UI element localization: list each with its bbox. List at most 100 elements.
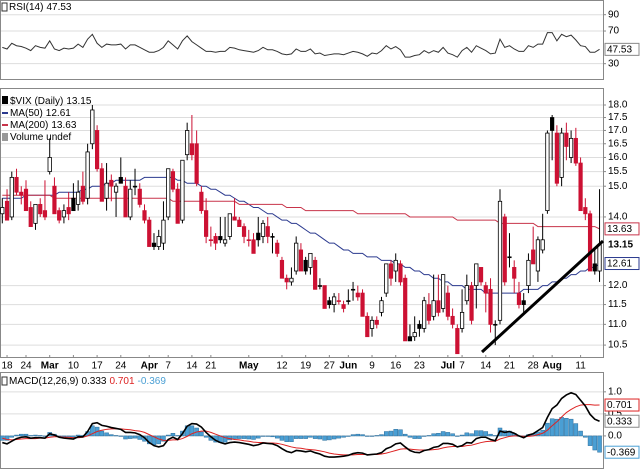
histogram-bar: [483, 431, 489, 437]
candle-body: [474, 263, 479, 287]
histogram-bar: [312, 435, 318, 439]
candle-body: [256, 232, 261, 241]
legend-name: MA(50): [10, 108, 43, 119]
histogram-value: -0.369: [138, 376, 167, 387]
candle-body: [583, 207, 588, 215]
x-tick-label: 23: [414, 361, 426, 372]
candle-body: [331, 296, 337, 305]
candle-body: [185, 130, 190, 156]
histogram-bar: [379, 434, 384, 437]
histogram-bar: [175, 435, 180, 437]
candle-body: [123, 185, 128, 218]
x-tick-label: Apr: [141, 361, 158, 372]
candle-body: [403, 277, 408, 342]
candle-body: [33, 203, 38, 224]
candle-body: [284, 277, 289, 283]
histogram-bar: [28, 435, 33, 437]
histogram-bar: [421, 435, 427, 437]
candle-body: [194, 143, 199, 184]
candle-body: [19, 191, 24, 196]
candle-body: [61, 210, 67, 218]
x-tick-label: 9: [369, 361, 375, 372]
legend-value: 13.63: [51, 120, 76, 131]
candle-body: [208, 239, 213, 241]
x-tick-label: 24: [20, 361, 32, 372]
candle-body: [246, 239, 251, 241]
candle-body: [132, 185, 138, 188]
candle-body: [322, 285, 327, 309]
histogram-bar: [222, 435, 228, 443]
histogram-bar: [4, 435, 10, 441]
candle-body: [554, 132, 559, 184]
histogram-bar: [23, 433, 29, 437]
legend-name: MA(200): [10, 120, 48, 131]
macd-line: [2, 391, 600, 458]
y-tick-label: 90: [608, 9, 620, 20]
x-tick-label: 14: [480, 361, 492, 372]
x-tick-label: 10: [68, 361, 80, 372]
candle-body: [170, 171, 176, 190]
x-tick-label: 21: [205, 361, 217, 372]
candle-body: [218, 236, 223, 241]
y-tick-label: 70: [608, 26, 620, 37]
candle-body: [289, 277, 294, 283]
panel-legend: RSI(14) 47.53: [9, 2, 72, 13]
histogram-bar: [478, 430, 484, 437]
candle-body: [99, 168, 104, 202]
y-tick-label: 0.5: [608, 409, 622, 420]
candle-body: [42, 210, 48, 218]
candle-body: [14, 176, 19, 193]
histogram-bar: [9, 435, 15, 438]
candle-body: [80, 185, 85, 202]
histogram-bar: [284, 435, 289, 442]
candle-body: [213, 236, 218, 244]
candle-body: [156, 236, 161, 247]
histogram-bar: [0, 435, 5, 441]
candle-body: [550, 117, 555, 131]
candle-body: [327, 300, 332, 305]
histogram-bar: [369, 435, 375, 437]
candle-body: [341, 304, 346, 309]
candle-body: [180, 159, 185, 221]
histogram-bar: [303, 435, 308, 439]
candle-body: [587, 213, 593, 272]
panel-frame: [0, 88, 604, 358]
candle-body: [308, 252, 313, 268]
histogram-bar: [322, 435, 327, 441]
candle-body: [298, 249, 304, 272]
candle-body: [379, 300, 384, 313]
histogram-bar: [568, 418, 574, 437]
value-box-label: 0.701: [607, 400, 632, 411]
candle-body: [279, 259, 285, 279]
x-tick-label: 17: [92, 361, 104, 372]
signal-line: [2, 404, 600, 456]
candle-body: [512, 267, 517, 279]
candle-body: [317, 285, 322, 287]
histogram-bar: [360, 434, 365, 437]
panel-legend: MA(50) 12.61: [10, 108, 71, 119]
histogram-bar: [346, 435, 351, 437]
candle-body: [535, 239, 541, 272]
panel-legend: $VIX (Daily) 13.15: [10, 96, 92, 107]
histogram-bar: [128, 435, 133, 439]
histogram-bar: [597, 435, 602, 453]
candle-body: [204, 210, 209, 237]
candle-body: [0, 207, 5, 215]
histogram-bar: [37, 435, 43, 437]
candle-body: [483, 285, 488, 294]
candle-body: [412, 332, 417, 338]
candle-body: [374, 319, 379, 325]
candle-body: [493, 323, 498, 326]
histogram-bar: [398, 429, 403, 437]
histogram-bar: [464, 432, 470, 437]
candle-body: [265, 226, 270, 237]
candle-body: [569, 137, 574, 158]
candle-body: [445, 292, 450, 317]
candle-body: [9, 176, 14, 218]
histogram-bar: [350, 434, 356, 437]
trend-line: [480, 239, 605, 354]
candle-body: [436, 300, 441, 313]
histogram-bar: [578, 430, 583, 437]
histogram-bar: [407, 435, 413, 438]
